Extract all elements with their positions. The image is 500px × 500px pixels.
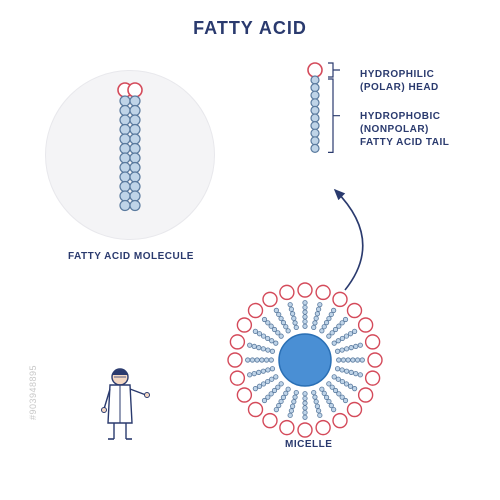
tail-label-line2: (NONPOLAR) bbox=[360, 124, 429, 135]
diagram-title: FATTY ACID bbox=[0, 0, 500, 39]
molecule-bg-circle bbox=[45, 70, 215, 240]
watermark-text: #903948895 bbox=[28, 365, 38, 420]
tail-label: HYDROPHOBIC (NONPOLAR) FATTY ACID TAIL bbox=[360, 110, 449, 149]
micelle-label: MICELLE bbox=[285, 438, 332, 451]
head-label: HYDROPHILIC (POLAR) HEAD bbox=[360, 68, 439, 94]
molecule-label: FATTY ACID MOLECULE bbox=[68, 250, 194, 263]
tail-label-line3: FATTY ACID TAIL bbox=[360, 137, 449, 148]
tail-label-line1: HYDROPHOBIC bbox=[360, 111, 441, 122]
head-label-line1: HYDROPHILIC bbox=[360, 69, 434, 80]
head-label-line2: (POLAR) HEAD bbox=[360, 82, 439, 93]
